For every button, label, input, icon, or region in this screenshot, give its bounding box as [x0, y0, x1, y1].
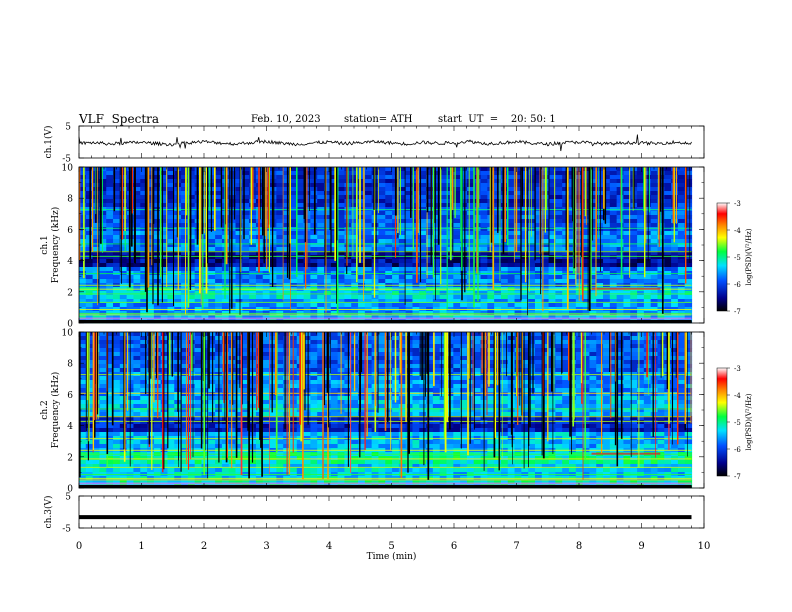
colorbar-tick-label: -7 — [734, 308, 741, 316]
sferic-streaks — [78, 167, 691, 316]
x-tick-label: 9 — [638, 541, 644, 552]
y-tick-label: 5 — [65, 123, 71, 133]
y-axis-label: ch.1 — [40, 235, 50, 254]
x-tick-label: 1 — [138, 541, 144, 552]
colorbar-label: log(PSD)(V²/Hz) — [745, 228, 753, 285]
y-tick-label: 8 — [67, 360, 73, 370]
x-tick-label: 8 — [576, 541, 582, 552]
colorbar-tick-label: -3 — [734, 200, 741, 208]
colorbar-tick-label: -7 — [734, 473, 741, 481]
y-tick-label: 6 — [67, 391, 73, 401]
colorbar-label: log(PSD)(V²/Hz) — [745, 393, 753, 450]
y-axis-label: ch.1(V) — [43, 126, 54, 159]
station-label: station= ATH — [344, 114, 413, 125]
colorbar-tick-label: -6 — [734, 281, 741, 289]
start-time-label: start UT = 20: 50: 1 — [438, 114, 556, 125]
x-tick-label: 2 — [201, 541, 207, 552]
colorbar — [716, 367, 728, 477]
y-tick-label: 2 — [67, 288, 73, 298]
x-tick-label: 0 — [76, 541, 82, 552]
y-tick-label: 4 — [67, 422, 73, 432]
x-tick-label: 4 — [326, 541, 332, 552]
colorbar-tick-label: -4 — [734, 392, 741, 400]
x-tick-label: 10 — [698, 541, 711, 552]
y-tick-label: 5 — [65, 493, 71, 503]
y-tick-label: 4 — [67, 257, 73, 267]
colorbar-tick-label: -3 — [734, 365, 741, 373]
sferic-streaks — [79, 332, 692, 480]
y-axis-label: ch.2 — [40, 400, 50, 419]
spectrogram-lines — [79, 209, 692, 323]
y-tick-label: 10 — [62, 329, 74, 339]
y-tick-label: 2 — [67, 453, 73, 463]
y-tick-label: 0 — [67, 320, 73, 330]
colorbar-tick-label: -5 — [734, 419, 741, 427]
ch1-waveform-line — [78, 134, 692, 152]
y-axis-label: Frequency (kHz) — [50, 372, 61, 449]
figure-title: VLF Spectra — [79, 112, 160, 126]
date-label: Feb. 10, 2023 — [251, 114, 321, 125]
y-tick-label: 6 — [67, 226, 73, 236]
x-tick-label: 3 — [263, 541, 269, 552]
y-tick-label: 0 — [67, 485, 73, 495]
x-tick-label: 6 — [451, 541, 457, 552]
x-axis-label: Time (min) — [367, 551, 417, 562]
y-axis-label: Frequency (kHz) — [50, 207, 61, 284]
colorbar — [716, 202, 728, 312]
y-tick-label: 8 — [67, 195, 73, 205]
y-axis-label: ch.3(V) — [43, 496, 54, 529]
x-tick-label: 7 — [513, 541, 519, 552]
y-tick-label: -5 — [62, 525, 71, 535]
colorbar-tick-label: -5 — [734, 254, 741, 262]
colorbar-tick-label: -6 — [734, 446, 741, 454]
x-tick-label: 5 — [388, 541, 394, 552]
y-tick-label: -5 — [62, 155, 71, 165]
y-tick-label: 10 — [62, 164, 74, 174]
colorbar-tick-label: -4 — [734, 227, 741, 235]
